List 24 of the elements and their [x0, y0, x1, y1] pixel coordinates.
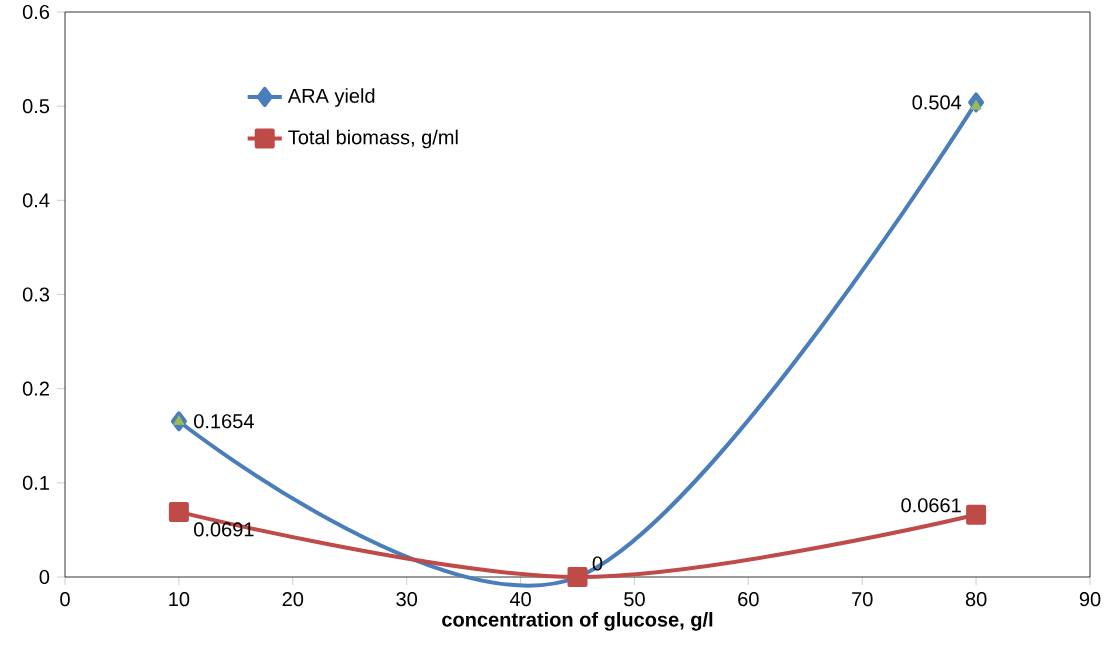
- data-label: 0.0691: [194, 522, 254, 537]
- legend-label: Total biomass, g/ml: [288, 129, 458, 149]
- x-tick-label: 80: [965, 592, 987, 607]
- x-tick-label: 30: [396, 592, 418, 607]
- x-tick-label: 40: [509, 592, 531, 607]
- y-tick-label: 0.2: [22, 381, 49, 396]
- x-tick-label: 20: [282, 592, 304, 607]
- legend-label: ARA yield: [287, 88, 375, 107]
- data-label: 0.504: [912, 95, 962, 110]
- x-axis-title: concentration of glucose, g/l: [442, 611, 713, 631]
- data-label: 0.0661: [901, 498, 961, 513]
- x-tick-label: 10: [169, 592, 190, 607]
- y-tick-label: 0.4: [22, 193, 50, 208]
- x-tick-label: 70: [852, 592, 873, 607]
- y-tick-label: 0.5: [22, 99, 50, 114]
- x-tick-label: 60: [738, 592, 759, 607]
- x-tick-label: 90: [1079, 592, 1101, 607]
- y-tick-label: 0.3: [22, 287, 50, 302]
- data-label: 0.1654: [194, 414, 254, 429]
- x-tick-label: 0: [60, 592, 70, 607]
- y-tick-label: 0: [39, 569, 50, 585]
- y-tick-label: 0.6: [22, 4, 50, 20]
- y-tick-label: 0.1: [22, 475, 49, 490]
- x-tick-label: 50: [624, 592, 645, 607]
